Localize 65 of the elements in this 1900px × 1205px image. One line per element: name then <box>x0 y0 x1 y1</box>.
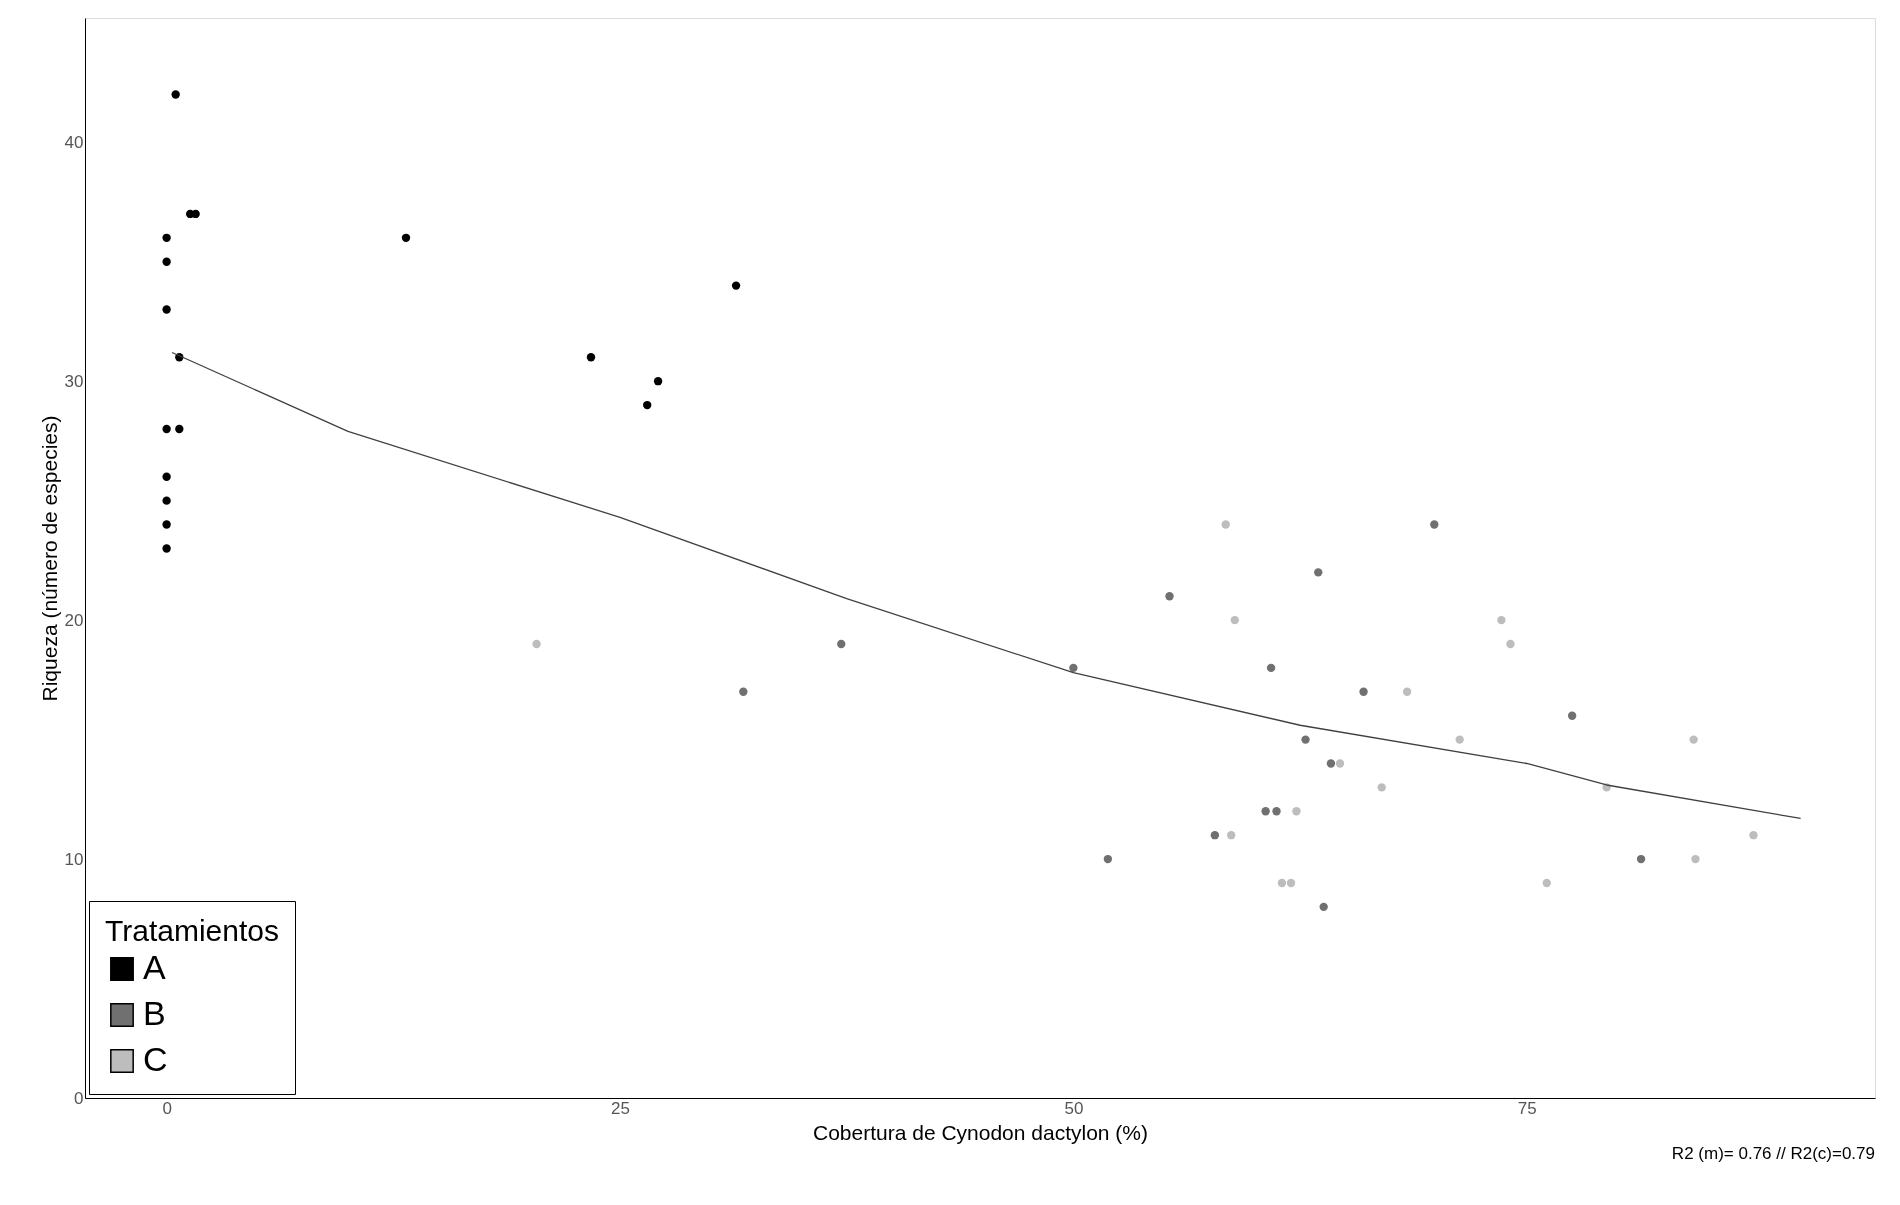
point <box>162 424 171 434</box>
point <box>1326 759 1336 768</box>
point <box>1689 735 1698 744</box>
point <box>653 377 663 386</box>
legend-label: A <box>143 948 166 986</box>
point <box>162 496 171 505</box>
point <box>1335 759 1345 768</box>
point <box>1636 854 1646 864</box>
point <box>162 305 171 314</box>
point <box>1377 783 1386 792</box>
point <box>1286 878 1296 888</box>
point <box>175 424 184 434</box>
point <box>162 233 171 242</box>
x-tick-label: 50 <box>1064 1098 1084 1118</box>
line-series <box>171 351 1802 820</box>
point <box>1230 615 1239 625</box>
point <box>739 687 748 696</box>
point <box>1266 663 1276 673</box>
point <box>162 544 171 553</box>
point <box>731 281 741 290</box>
point <box>1402 687 1412 696</box>
point <box>1210 830 1220 840</box>
point <box>1430 520 1439 529</box>
point <box>171 90 180 99</box>
point <box>1314 568 1323 577</box>
point <box>1301 735 1310 744</box>
point <box>643 400 652 410</box>
point <box>1069 663 1078 673</box>
point <box>1359 687 1368 696</box>
legend-label: C <box>143 1040 168 1078</box>
point <box>162 520 171 529</box>
point <box>586 353 596 362</box>
x-axis-title: Cobertura de Cynodon dactylon (%) <box>812 1120 1149 1144</box>
point <box>1261 807 1270 816</box>
point <box>1221 520 1230 529</box>
point <box>1227 830 1236 840</box>
point <box>1272 807 1281 816</box>
y-tick-label: 20 <box>64 610 84 630</box>
point <box>1277 878 1287 888</box>
point <box>1165 592 1174 601</box>
x-tick-label: 25 <box>611 1098 630 1118</box>
x-tick-label: 0 <box>162 1098 172 1118</box>
y-tick-label: 40 <box>64 132 84 152</box>
point <box>1319 902 1328 912</box>
point <box>1103 854 1113 864</box>
legend-title: Tratamientos <box>105 914 279 947</box>
point <box>1497 615 1506 625</box>
text: R2 (m)= 0.76 // R2(c)=0.79 <box>1671 1144 1875 1163</box>
point <box>401 233 411 242</box>
y-tick-label: 30 <box>64 371 84 391</box>
y-axis-title: Riqueza (número de especies) <box>37 415 61 702</box>
x-tick-label: 75 <box>1517 1098 1537 1118</box>
point <box>162 257 171 266</box>
point <box>1542 878 1551 888</box>
point <box>1749 830 1758 840</box>
point <box>837 639 846 649</box>
point <box>162 472 171 481</box>
point <box>1567 711 1577 720</box>
legend-label: B <box>143 994 166 1032</box>
point <box>1292 807 1301 816</box>
point <box>532 639 541 649</box>
point <box>1506 639 1515 649</box>
y-tick-label: 10 <box>64 849 84 869</box>
point <box>1691 854 1700 864</box>
point <box>1455 735 1464 744</box>
